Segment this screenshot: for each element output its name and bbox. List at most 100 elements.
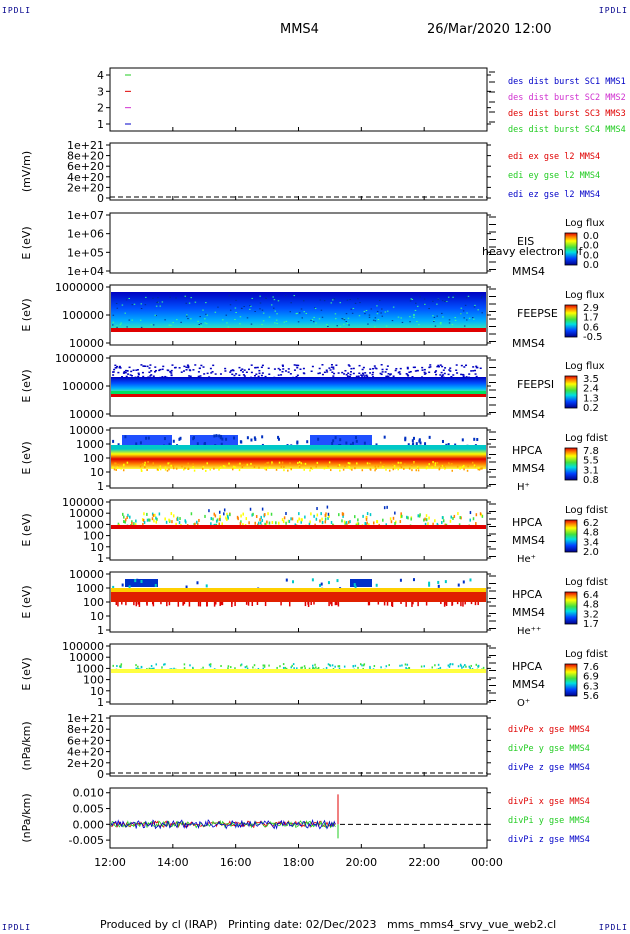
hpca-h-pixel	[327, 465, 329, 468]
feepsi-pixel	[188, 375, 191, 377]
x-tick-label: 00:00	[471, 856, 503, 869]
hpca-hepp-pixel	[411, 602, 413, 607]
feepsi-pixel	[260, 374, 263, 377]
hpca-he-pixel	[194, 522, 196, 526]
feepse-pixel	[295, 313, 298, 315]
hpca-o-pixel	[292, 663, 295, 666]
feepsi-pixel	[429, 366, 432, 368]
feepse-pixel	[296, 312, 299, 314]
hpca-o-pixel	[252, 666, 254, 669]
colorbar-title: Log fdist	[565, 649, 608, 660]
hpca-o-pixel	[262, 667, 265, 670]
feepse-pixel	[152, 324, 155, 326]
hpca-h-pixel	[363, 441, 366, 445]
feepsi-pixel	[198, 367, 201, 369]
feepsi-pixel	[437, 364, 440, 367]
hpca-he-pixel	[316, 513, 319, 517]
hpca-h-pixel	[175, 467, 178, 470]
hpca-hepp-pixel	[469, 578, 472, 582]
feepse-pixel	[185, 295, 188, 297]
feepsi-pixel	[330, 366, 333, 368]
colorbar-tick-label: -0.5	[583, 332, 603, 343]
hpca-he-pixel	[204, 514, 206, 518]
hpca-h-pixel	[315, 465, 317, 468]
hpca-h-pixel	[166, 469, 169, 472]
feepsi-pixel	[268, 373, 271, 375]
hpca-h-pixel	[434, 462, 437, 465]
feepsi-pixel	[170, 374, 173, 377]
hpca-o-pixel	[338, 665, 341, 668]
colorbar	[564, 232, 578, 266]
feepse-pixel	[313, 321, 315, 323]
feepsi-pixel	[260, 366, 263, 369]
feepse-pixel	[376, 310, 379, 312]
colorbar-tick-label: 5.6	[583, 691, 599, 702]
feepsi-pixel	[115, 367, 118, 369]
hpca-h-pixel	[219, 436, 222, 440]
feepsi-pixel	[332, 368, 335, 370]
hpca-h-pixel	[277, 435, 280, 439]
hpca-he-pixel	[475, 522, 477, 526]
hpca-hepp-pixel	[137, 602, 139, 605]
hpca-hepp-pixel	[428, 581, 431, 585]
hpca-h-pixel	[463, 468, 465, 471]
hpca-hepp-pixel	[149, 583, 152, 587]
feepsi-pixel	[456, 372, 459, 374]
hpca-he-pixel	[354, 515, 356, 519]
feepsi-pixel	[143, 365, 146, 367]
hpca-he-pixel	[298, 517, 300, 521]
hpca-hepp-pixel	[417, 602, 419, 607]
species-label: H⁺	[517, 482, 530, 493]
hpca-o-pixel	[262, 664, 265, 667]
hpca-hepp-pixel	[368, 602, 371, 606]
hpca-he-pixel	[400, 512, 402, 516]
hpca-hepp-pixel	[412, 578, 415, 582]
hpca-he-pixel	[364, 521, 366, 525]
feepse-pixel	[358, 315, 361, 317]
feepse-pixel	[441, 300, 444, 302]
feepsi-pixel	[297, 364, 300, 367]
hpca-h-pixel	[415, 469, 417, 472]
hpca-he-pixel	[366, 521, 368, 525]
hpca-h-pixel	[325, 466, 328, 469]
legend-entry: divPe y gse MMS4	[508, 744, 590, 754]
hpca-o-pixel	[135, 664, 137, 667]
feepse-pixel	[119, 324, 122, 326]
x-tick-label: 16:00	[220, 856, 252, 869]
feepsi-pixel	[374, 367, 377, 369]
hpca-h-pixel	[351, 468, 353, 471]
y-tick-label: 8e+20	[67, 723, 104, 736]
feepsi-pixel	[411, 376, 414, 378]
feepsi-pixel	[178, 367, 181, 369]
y-tick-label: 1e+05	[67, 246, 104, 259]
hpca-h-pixel	[436, 461, 439, 464]
feepsi-pixel	[323, 371, 326, 374]
hpca-h-pixel	[302, 463, 304, 466]
feepsi-pixel	[333, 372, 336, 375]
hpca-he-pixel	[316, 507, 318, 511]
hpca-hepp-pixel	[182, 602, 185, 606]
feepse-pixel	[473, 318, 475, 320]
hpca-h-pixel	[201, 467, 204, 470]
feepsi-pixel	[282, 368, 285, 370]
colorbar-tick-label: 2.9	[583, 303, 599, 314]
hpca-he-pixel	[260, 515, 262, 519]
feepse-pixel	[184, 295, 187, 297]
hpca-he-pixel	[394, 511, 396, 515]
feepse-pixel	[334, 318, 337, 320]
feepsi-pixel	[350, 367, 353, 370]
hpca-he-pixel	[153, 519, 155, 523]
feepsi-pixel	[132, 369, 135, 372]
hpca-o-pixel	[209, 665, 212, 668]
hpca-h-pixel	[152, 463, 154, 466]
feepse-pixel	[460, 307, 463, 309]
feepse-pixel	[432, 300, 434, 302]
feepse-pixel	[413, 313, 415, 315]
hpca-o-pixel	[163, 663, 165, 666]
feepse-pixel	[339, 302, 342, 304]
hpca-he-pixel	[287, 519, 290, 523]
hpca-h-pixel	[204, 442, 207, 446]
hpca-h-pixel	[192, 466, 194, 469]
hpca-he-pixel	[432, 522, 434, 526]
